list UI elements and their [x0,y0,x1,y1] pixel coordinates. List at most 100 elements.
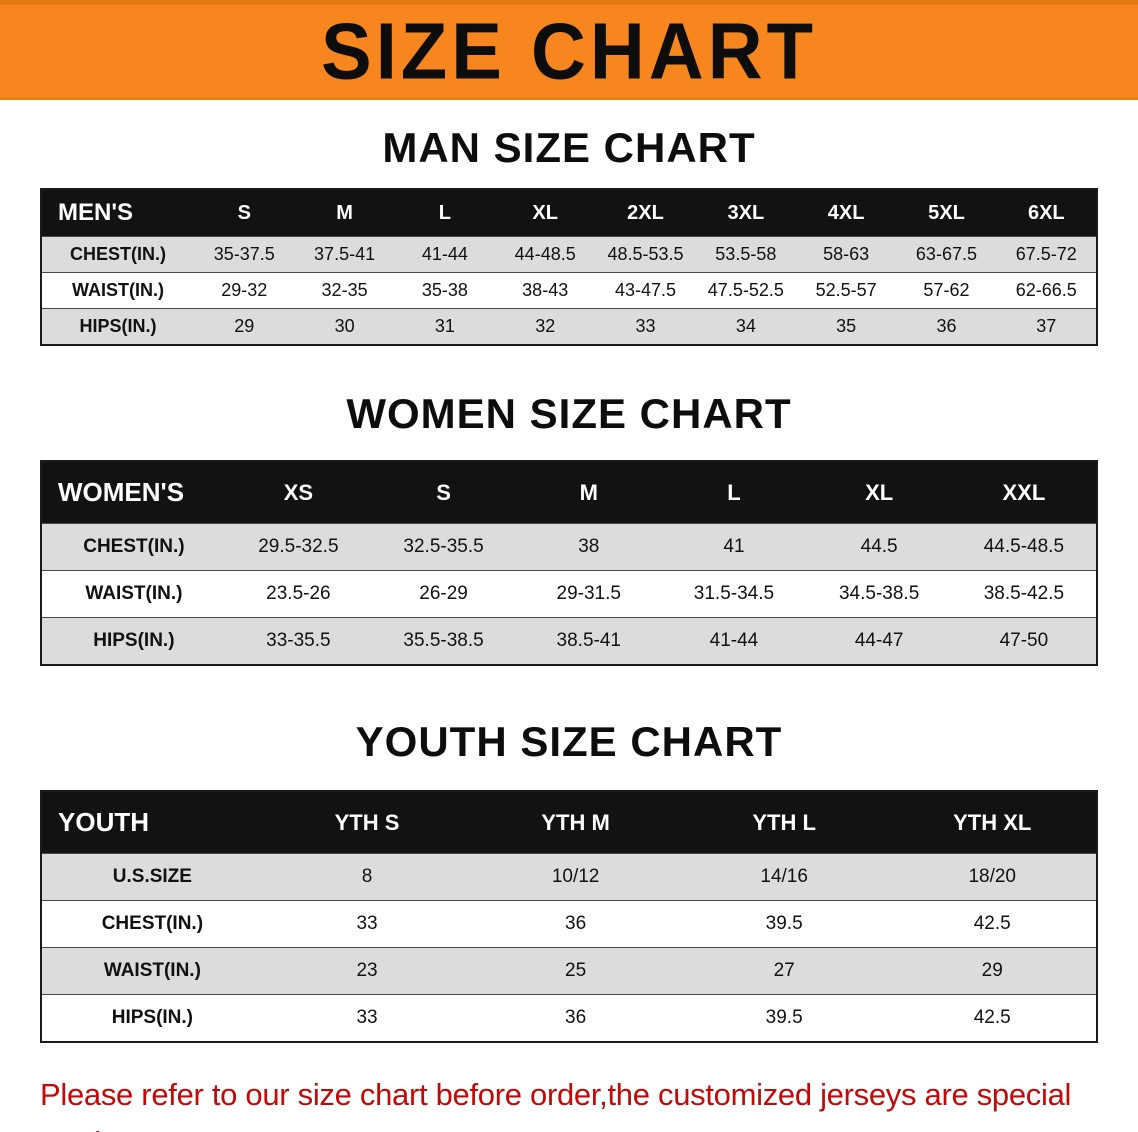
youth-measure-value: 42.5 [973,1007,1011,1028]
section-women: WOMEN SIZE CHART WOMEN'S XS S M L XL XXL CHEST(… [0,390,1138,666]
men-measure-row: HIPS(IN.) 29 30 31 32 33 34 35 36 37 [41,308,1097,345]
women-measure-value: 41 [723,536,745,557]
men-measure-value: 32-35 [321,280,368,300]
men-measure-row: WAIST(IN.) 29-32 32-35 35-38 38-43 43-47.5 47.… [41,272,1097,309]
women-size-column-header: M [516,461,662,524]
men-measure-value: 35-38 [421,280,468,300]
youth-measure-row: U.S.SIZE 8 10/12 14/16 18/20 [41,853,1097,901]
footer-note: Please refer to our size chart before or… [40,1071,1118,1132]
men-size-column-header: L [394,189,496,237]
men-measure-value: 44-48.5 [514,244,576,264]
men-section-heading: MAN SIZE CHART [382,124,756,171]
men-header-row: MEN'S S M L XL 2XL 3XL 4XL 5XL 6XL [41,189,1097,237]
youth-size-column-header: YTH XL [888,791,1097,854]
youth-measure-value: 36 [565,913,587,934]
women-table-container: WOMEN'S XS S M L XL XXL CHEST(IN.) 29.5-32.5 32.5… [0,460,1138,666]
women-measure-value: 44.5-48.5 [983,536,1065,557]
youth-row-label: WAIST(IN.) [103,960,201,981]
men-table-container: MEN'S S M L XL 2XL 3XL 4XL 5XL 6XL CHEST(IN.) 35-37… [0,188,1138,346]
women-measure-value: 23.5-26 [266,583,331,604]
men-measure-value: 52.5-57 [815,280,877,300]
youth-measure-value: 18/20 [968,866,1016,887]
women-measure-value: 38.5-42.5 [983,583,1065,604]
men-measure-value: 58-63 [823,244,870,264]
men-measure-value: 67.5-72 [1015,244,1077,264]
men-measure-value: 63-67.5 [915,244,977,264]
women-row-label: HIPS(IN.) [93,630,175,651]
men-size-column-header: M [294,189,395,237]
men-measure-value: 29-32 [221,280,268,300]
women-table-title: WOMEN'S [41,461,226,524]
men-measure-value: 57-62 [923,280,970,300]
youth-measure-value: 39.5 [765,1007,803,1028]
footer-note-line1: Please refer to our size chart before or… [40,1077,1072,1132]
youth-measure-value: 27 [773,960,795,981]
women-measure-value: 47-50 [999,630,1049,651]
men-measure-value: 43-47.5 [614,280,677,300]
women-measure-value: 31.5-34.5 [693,583,775,604]
youth-measure-value: 36 [565,1007,587,1028]
women-measure-value: 35.5-38.5 [403,630,484,651]
youth-measure-value: 14/16 [760,866,808,887]
youth-table-title: YOUTH [41,791,263,854]
size-chart-content: MAN SIZE CHART MEN'S S M L XL 2XL 3XL 4XL 5XL 6XL… [0,124,1138,1132]
women-size-table: WOMEN'S XS S M L XL XXL CHEST(IN.) 29.5-32.5 32.5… [40,460,1098,666]
men-size-table: MEN'S S M L XL 2XL 3XL 4XL 5XL 6XL CHEST(IN.) 35-37… [40,188,1098,346]
men-row-label: HIPS(IN.) [79,316,157,336]
women-size-column-header: L [661,461,807,524]
women-size-column-header: S [370,461,517,524]
men-size-column-header: 3XL [695,189,796,237]
women-measure-row: CHEST(IN.) 29.5-32.5 32.5-35.5 38 41 44.5 44.5… [41,523,1097,571]
men-table-title: MEN'S [41,189,195,237]
youth-size-table: YOUTH YTH S YTH M YTH L YTH XL U.S.SIZE 8 10/12… [40,790,1098,1043]
men-measure-value: 31 [434,316,455,336]
women-row-label: WAIST(IN.) [85,583,183,604]
women-measure-row: HIPS(IN.) 33-35.5 35.5-38.5 38.5-41 41-44 44-… [41,617,1097,665]
youth-measure-value: 29 [981,960,1003,981]
men-size-column-header: 4XL [795,189,897,237]
women-measure-row: WAIST(IN.) 23.5-26 26-29 29-31.5 31.5-34.5 34… [41,570,1097,618]
youth-measure-row: WAIST(IN.) 23 25 27 29 [41,947,1097,995]
youth-size-column-header: YTH L [679,791,889,854]
women-measure-value: 38.5-41 [556,630,621,651]
men-measure-value: 47.5-52.5 [707,280,784,300]
men-size-column-header: 6XL [996,189,1097,237]
page-title: SIZE CHART [321,6,817,96]
men-measure-value: 33 [635,316,656,336]
youth-measure-value: 10/12 [551,866,600,887]
youth-row-label: CHEST(IN.) [101,913,204,934]
youth-measure-row: HIPS(IN.) 33 36 39.5 42.5 [41,994,1097,1042]
youth-measure-value: 33 [356,913,378,934]
youth-row-label: U.S.SIZE [112,866,192,887]
men-size-column-header: S [194,189,295,237]
women-header-row: WOMEN'S XS S M L XL XXL [41,461,1097,524]
men-measure-value: 38-43 [522,280,569,300]
section-youth: YOUTH SIZE CHART YOUTH YTH S YTH M YTH L YTH… [0,718,1138,1043]
women-size-column-header: XXL [951,461,1097,524]
women-measure-value: 32.5-35.5 [403,536,484,557]
men-measure-value: 53.5-58 [715,244,777,264]
youth-section-heading: YOUTH SIZE CHART [355,718,783,765]
youth-table-container: YOUTH YTH S YTH M YTH L YTH XL U.S.SIZE 8 10/12… [0,790,1138,1043]
women-size-column-header: XS [225,461,371,524]
men-measure-value: 62-66.5 [1015,280,1077,300]
section-men: MAN SIZE CHART MEN'S S M L XL 2XL 3XL 4XL 5XL 6XL… [0,124,1138,346]
youth-measure-value: 33 [356,1007,378,1028]
youth-measure-value: 42.5 [973,913,1011,934]
women-measure-value: 34.5-38.5 [838,583,920,604]
women-measure-value: 29-31.5 [556,583,621,604]
youth-measure-value: 39.5 [765,913,803,934]
men-size-column-header: XL [495,189,596,237]
men-measure-row: CHEST(IN.) 35-37.5 37.5-41 41-44 44-48.5 48.5… [41,236,1097,273]
youth-size-column-header: YTH M [471,791,680,854]
men-measure-value: 36 [936,316,957,336]
youth-measure-value: 23 [356,960,378,981]
youth-measure-value: 8 [361,866,373,887]
youth-measure-value: 25 [565,960,587,981]
women-measure-value: 38 [578,536,600,557]
women-measure-value: 41-44 [709,630,759,651]
women-measure-value: 29.5-32.5 [258,536,339,557]
youth-header-row: YOUTH YTH S YTH M YTH L YTH XL [41,791,1097,854]
men-row-label: WAIST(IN.) [72,280,165,300]
men-measure-value: 29 [234,316,255,336]
